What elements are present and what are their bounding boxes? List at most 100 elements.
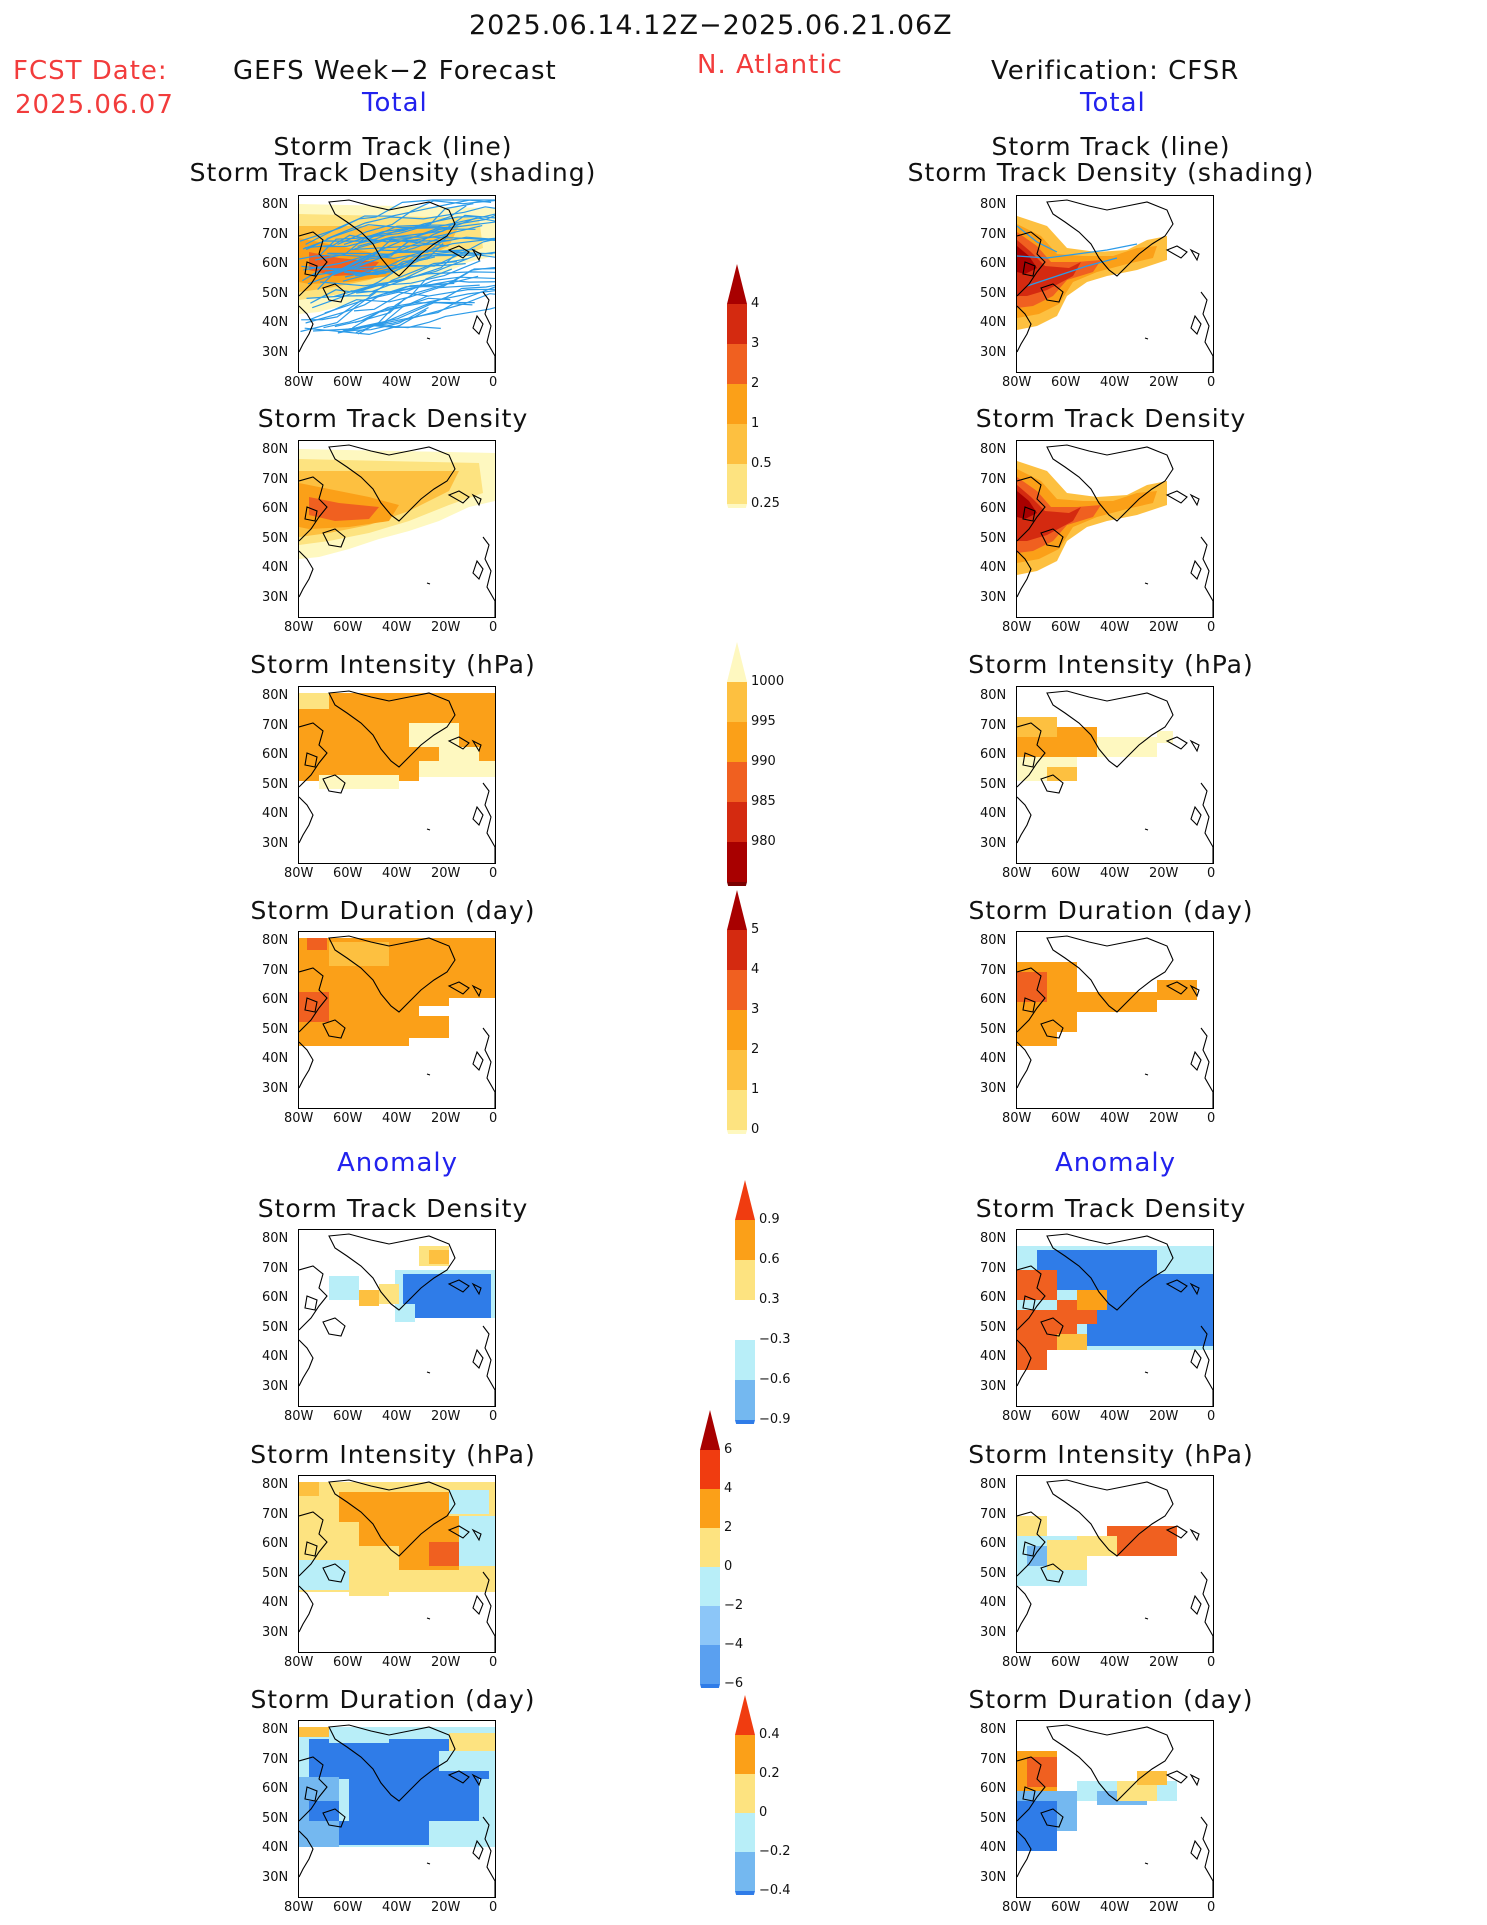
lat-tick-label: 50N bbox=[262, 776, 289, 792]
lat-tick-label: 60N bbox=[980, 1781, 1007, 1796]
storm-track-line bbox=[355, 306, 495, 333]
lat-tick-label: 50N bbox=[980, 1319, 1007, 1335]
storm-track-line bbox=[337, 288, 495, 334]
coastline bbox=[482, 536, 495, 617]
coastline bbox=[471, 248, 482, 262]
region-label: N. Atlantic bbox=[697, 50, 843, 80]
panel-title-intensity-right: Storm Intensity (hPa) bbox=[968, 650, 1254, 679]
colorbar-segment bbox=[735, 1852, 755, 1891]
coastline bbox=[299, 722, 328, 788]
coastline bbox=[1190, 559, 1202, 580]
panel-title-density-left: Storm Track Density bbox=[257, 404, 529, 433]
coastline bbox=[1017, 305, 1032, 353]
coastline bbox=[1189, 1282, 1200, 1296]
lat-tick-label: 60N bbox=[980, 747, 1007, 762]
lon-tick-label: 40W bbox=[1100, 1111, 1130, 1126]
storm-track-line bbox=[314, 216, 479, 261]
shade-cell bbox=[339, 1821, 429, 1845]
lat-tick-label: 80N bbox=[262, 933, 289, 948]
coastline bbox=[299, 1511, 328, 1577]
lat-tick-label: 80N bbox=[980, 197, 1007, 212]
shade-cell bbox=[1047, 767, 1077, 781]
map-panel-fcst-density bbox=[298, 440, 496, 618]
coastline bbox=[471, 493, 482, 507]
map-verif-intensity-anomaly bbox=[1017, 1479, 1213, 1652]
coastline bbox=[299, 305, 314, 353]
coastline bbox=[322, 774, 346, 794]
colorbar-tick-label: 995 bbox=[751, 714, 776, 729]
lon-tick-label: 80W bbox=[1002, 375, 1032, 390]
storm-track-line bbox=[304, 234, 419, 249]
lon-tick-label: 80W bbox=[284, 375, 314, 390]
lat-tick-label: 70N bbox=[262, 717, 289, 733]
coastline bbox=[299, 231, 328, 297]
lon-tick-label: 40W bbox=[1100, 866, 1130, 881]
coastline bbox=[328, 1724, 456, 1802]
storm-track-line bbox=[351, 236, 495, 251]
coastline bbox=[1144, 1073, 1149, 1076]
panel-title-duration-anom-left: Storm Duration (day) bbox=[250, 1685, 536, 1714]
coastline bbox=[1022, 1786, 1036, 1802]
shade-cell bbox=[329, 942, 389, 966]
coastline bbox=[1200, 1027, 1213, 1108]
coastline bbox=[1046, 1724, 1174, 1802]
lon-tick-label: 0 bbox=[1207, 1900, 1216, 1915]
storm-track-line bbox=[299, 239, 449, 260]
coastline bbox=[1200, 291, 1213, 372]
map-panel-verif-intensity-anomaly bbox=[1016, 1475, 1214, 1653]
shade-cell bbox=[1117, 1781, 1157, 1801]
colorbar-top-arrow bbox=[727, 642, 747, 682]
panel-title-track-density-shading-right: Storm Track Density (shading) bbox=[907, 158, 1315, 187]
coastline bbox=[471, 984, 482, 998]
lon-tick-label: 80W bbox=[1002, 866, 1032, 881]
coastline bbox=[1144, 1371, 1149, 1374]
colorbar-duration_total bbox=[727, 890, 747, 1134]
colorbar-segment bbox=[700, 1606, 720, 1645]
colorbar-tick-label: −0.9 bbox=[759, 1412, 791, 1427]
colorbar-tick-label: 3 bbox=[751, 1002, 760, 1017]
lon-tick-label: 80W bbox=[284, 1900, 314, 1915]
shade-cell bbox=[1097, 737, 1157, 757]
lon-tick-label: 60W bbox=[1051, 620, 1081, 635]
coastline bbox=[304, 1541, 318, 1557]
storm-track-line bbox=[334, 260, 481, 298]
lon-tick-label: 60W bbox=[333, 1111, 363, 1126]
lon-tick-label: 60W bbox=[333, 1409, 363, 1424]
coastline bbox=[472, 1050, 484, 1071]
coastline bbox=[426, 828, 431, 831]
lat-tick-label: 30N bbox=[980, 344, 1007, 360]
colorbar-intensity_total bbox=[727, 642, 747, 886]
coastline bbox=[299, 1339, 314, 1387]
storm-track-line bbox=[324, 253, 495, 274]
lat-tick-label: 70N bbox=[980, 471, 1007, 487]
colorbar-top-arrow bbox=[727, 890, 747, 930]
colorbar-duration_anom bbox=[735, 1695, 755, 1895]
shade-cell bbox=[1017, 1350, 1047, 1370]
storm-track-line bbox=[357, 249, 465, 293]
coastline bbox=[299, 1830, 314, 1878]
colorbar-tick-label: 1000 bbox=[751, 674, 785, 689]
lat-tick-label: 60N bbox=[980, 1290, 1007, 1305]
colorbar-tick-label: −6 bbox=[724, 1676, 744, 1691]
coastline bbox=[1046, 1233, 1174, 1311]
storm-track-line bbox=[344, 251, 495, 278]
lon-tick-label: 40W bbox=[1100, 1900, 1130, 1915]
lat-tick-label: 80N bbox=[262, 688, 289, 703]
coastline bbox=[304, 752, 318, 768]
coastline bbox=[447, 981, 470, 995]
storm-track-line bbox=[311, 226, 448, 277]
lon-tick-label: 20W bbox=[1149, 1655, 1179, 1670]
lon-tick-label: 0 bbox=[489, 1409, 498, 1424]
lat-tick-label: 80N bbox=[980, 933, 1007, 948]
lat-tick-label: 30N bbox=[262, 1080, 289, 1096]
storm-track-line bbox=[357, 267, 495, 335]
fcst-date-value: 2025.06.07 bbox=[15, 90, 174, 120]
colorbar-tick-label: 2 bbox=[751, 1042, 760, 1057]
panel-title-density-anom-right: Storm Track Density bbox=[975, 1194, 1247, 1223]
lat-tick-label: 60N bbox=[262, 1290, 289, 1305]
colorbar-segment bbox=[727, 762, 747, 802]
lon-tick-label: 40W bbox=[382, 375, 412, 390]
colorbar-tick-label: 4 bbox=[751, 296, 760, 311]
colorbar-segment bbox=[735, 1813, 755, 1852]
coastline bbox=[1017, 1339, 1032, 1387]
